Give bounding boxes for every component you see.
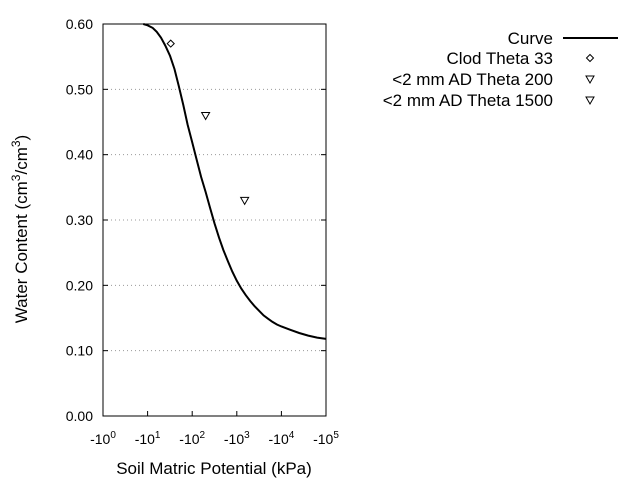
y-tick-label: 0.50 bbox=[66, 81, 93, 97]
y-tick-label: 0.30 bbox=[66, 212, 93, 228]
data-point-triangle-down bbox=[239, 196, 250, 206]
y-tick-label: 0.60 bbox=[66, 16, 93, 32]
legend: Curve Clod Theta 33 <2 mm AD Theta 200 <… bbox=[383, 29, 618, 110]
x-tick-label: -105 bbox=[313, 430, 339, 447]
legend-label-clod-theta-33: Clod Theta 33 bbox=[447, 49, 553, 68]
curve-line bbox=[143, 23, 327, 340]
legend-label-curve: Curve bbox=[508, 29, 553, 48]
legend-label-ad-theta-1500: <2 mm AD Theta 1500 bbox=[383, 91, 553, 110]
x-tick-label: -103 bbox=[224, 430, 250, 447]
data-point-diamond bbox=[166, 39, 175, 48]
y-tick-label: 0.20 bbox=[66, 277, 93, 293]
y-axis-label-sup1: 3 bbox=[9, 174, 23, 181]
legend-marker-triangle-1500 bbox=[585, 96, 595, 106]
y-axis-label-sup2: 3 bbox=[9, 140, 23, 147]
y-axis-label-end: ) bbox=[12, 135, 31, 141]
legend-label-ad-theta-200: <2 mm AD Theta 200 bbox=[392, 70, 553, 89]
y-tick-label: 0.40 bbox=[66, 147, 93, 163]
x-tick-label: -101 bbox=[135, 430, 161, 447]
y-axis-label-mid: /cm bbox=[12, 147, 31, 174]
series-layer bbox=[143, 23, 327, 340]
data-point-triangle-down bbox=[200, 111, 211, 121]
y-tick-label: 0.00 bbox=[66, 408, 93, 424]
x-tick-label: -104 bbox=[269, 430, 295, 447]
y-axis-label: Water Content (cm3/cm3) bbox=[9, 135, 31, 323]
y-tick-label: 0.10 bbox=[66, 343, 93, 359]
legend-marker-triangle-200 bbox=[585, 75, 595, 85]
x-axis-label: Soil Matric Potential (kPa) bbox=[116, 459, 312, 478]
x-tick-label: -102 bbox=[179, 430, 205, 447]
legend-marker-diamond bbox=[585, 53, 595, 63]
x-tick-label: -100 bbox=[90, 430, 116, 447]
x-axis-ticks: -100 -101 -102 -103 -104 -105 bbox=[90, 411, 339, 447]
y-axis-label-main: Water Content (cm bbox=[12, 181, 31, 323]
y-axis-ticks: 0.00 0.10 0.20 0.30 0.40 0.50 0.60 bbox=[66, 16, 326, 424]
